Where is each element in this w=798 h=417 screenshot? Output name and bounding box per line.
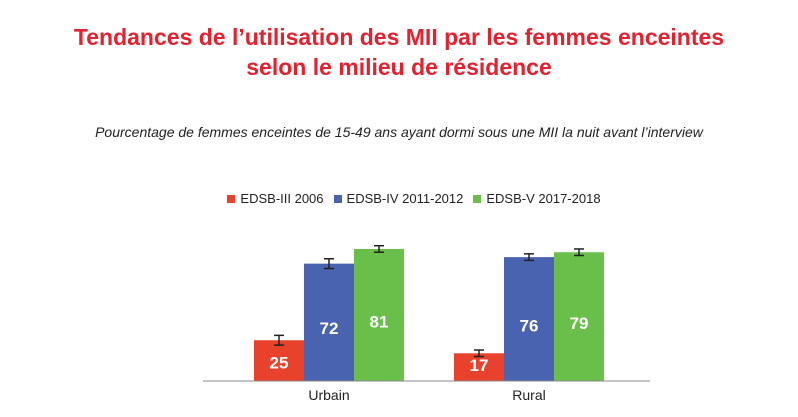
chart-legend: EDSB-III 2006 EDSB-IV 2011-2012 EDSB-V 2… — [0, 191, 798, 206]
data-label: 17 — [470, 356, 489, 375]
bar — [454, 353, 504, 381]
legend-item-edsb-iii: EDSB-III 2006 — [227, 191, 324, 206]
legend-label: EDSB-IV 2011-2012 — [346, 191, 464, 206]
data-label: 81 — [370, 313, 389, 332]
bar — [304, 263, 354, 381]
legend-swatch — [333, 194, 342, 203]
legend-swatch — [227, 194, 236, 203]
legend-label: EDSB-III 2006 — [240, 191, 324, 206]
chart-title: Tendances de l’utilisation des MII par l… — [0, 22, 798, 82]
data-label: 72 — [320, 319, 339, 338]
bar — [554, 252, 604, 381]
chart-title-line-1: Tendances de l’utilisation des MII par l… — [73, 24, 725, 50]
bar — [354, 248, 404, 381]
category-label: Rural — [512, 387, 545, 403]
legend-label: EDSB-V 2017-2018 — [486, 191, 601, 206]
category-label: Urbain — [308, 387, 349, 403]
data-label: 79 — [570, 314, 589, 333]
data-label: 76 — [520, 316, 539, 335]
bar — [504, 257, 554, 381]
legend-swatch — [473, 194, 482, 203]
bar — [254, 340, 304, 381]
legend-item-edsb-iv: EDSB-IV 2011-2012 — [333, 191, 464, 206]
legend-item-edsb-v: EDSB-V 2017-2018 — [473, 191, 601, 206]
data-label: 25 — [270, 354, 289, 373]
chart-title-line-2: selon le milieu de résidence — [246, 54, 552, 80]
chart-subtitle: Pourcentage de femmes enceintes de 15-49… — [95, 124, 703, 140]
